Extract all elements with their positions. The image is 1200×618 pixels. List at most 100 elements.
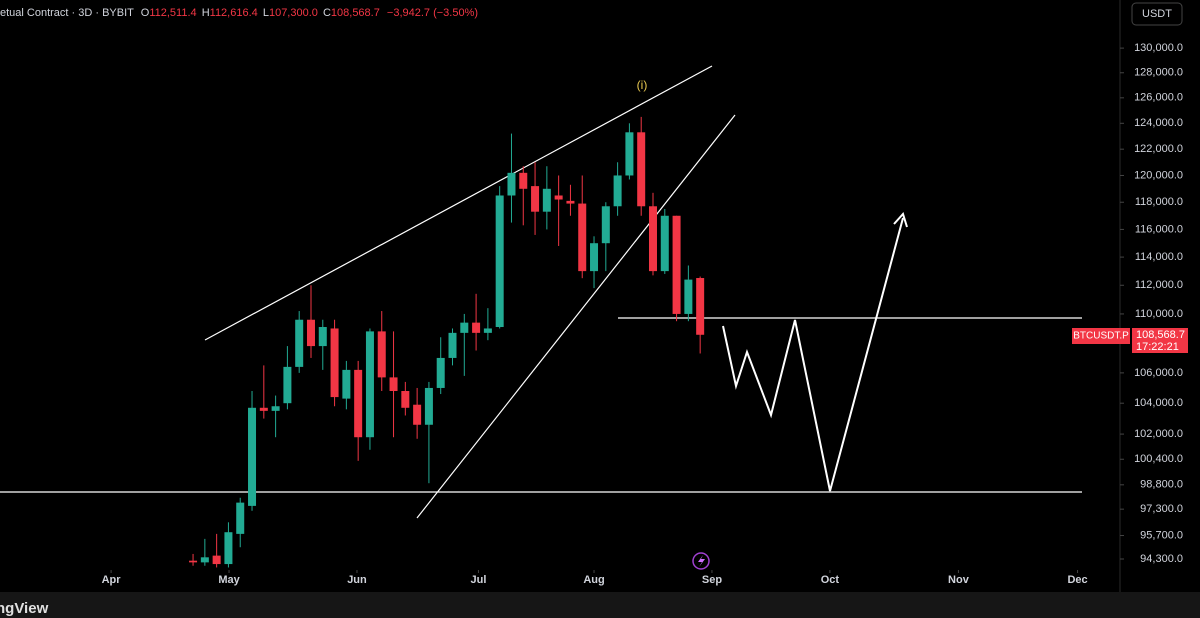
x-tick-label: Sep [702, 574, 722, 586]
symbol: etual Contract · 3D · BYBIT [0, 7, 134, 19]
candle-body [578, 203, 587, 272]
y-tick-label: 114,000.0 [1135, 251, 1183, 263]
candle-body [507, 172, 516, 196]
candle-body [625, 132, 634, 176]
candle-body [200, 557, 209, 563]
candle-body [519, 172, 528, 189]
y-tick-label: 116,000.0 [1135, 223, 1183, 235]
candle-body [377, 331, 386, 378]
candle-body [248, 407, 257, 506]
candle-body [224, 532, 233, 565]
y-tick-label: 120,000.0 [1134, 169, 1183, 181]
currency-label[interactable]: USDT [1142, 8, 1172, 20]
candle-body [330, 328, 339, 398]
candle-body [637, 132, 646, 207]
candle-body [236, 502, 245, 534]
ohlc-value: 108,568.7 [331, 7, 380, 19]
trendline [204, 65, 713, 341]
footer-logo: ngView [0, 600, 49, 617]
y-tick-label: 118,000.0 [1135, 196, 1183, 208]
y-tick-label: 126,000.0 [1134, 92, 1183, 104]
candle-body [413, 404, 422, 425]
ohlc-value: 112,616.4 [210, 7, 258, 19]
price-tag-price: 108,568.7 [1136, 329, 1185, 341]
y-tick-label: 94,300.0 [1140, 553, 1183, 565]
candle-body [365, 331, 374, 438]
candle-body [495, 195, 504, 328]
footer-bar [0, 592, 1200, 618]
candle-body [696, 278, 705, 335]
price-tag-countdown: 17:22:21 [1136, 341, 1179, 353]
candle-body [295, 319, 304, 367]
y-tick-label: 124,000.0 [1134, 117, 1183, 129]
y-tick-label: 100,400.0 [1134, 453, 1183, 465]
y-tick-label: 122,000.0 [1134, 143, 1183, 155]
y-tick-label: 98,800.0 [1140, 479, 1183, 491]
y-tick-label: 95,700.0 [1140, 529, 1183, 541]
candle-body [660, 215, 669, 272]
ohlc-value: 112,511.4 [149, 7, 196, 19]
x-tick-label: Aug [583, 574, 604, 586]
x-tick-label: Dec [1067, 574, 1087, 586]
candle-body [189, 560, 198, 563]
candle-body [472, 322, 481, 333]
x-tick-label: Jul [470, 574, 486, 586]
currency-button[interactable] [1131, 2, 1183, 26]
change: −3,942.7 (−3.50%) [387, 7, 478, 19]
projection [722, 217, 904, 492]
y-tick-label: 102,000.0 [1134, 428, 1183, 440]
candle-body [613, 175, 622, 207]
candle-body [424, 387, 433, 425]
x-tick-label: Apr [102, 574, 122, 586]
candle-body [354, 369, 363, 438]
trendline [416, 114, 736, 519]
x-tick-label: Oct [821, 574, 840, 586]
candle-body [554, 195, 563, 200]
candle-body [306, 319, 315, 347]
y-tick-label: 128,000.0 [1134, 67, 1183, 79]
candle-body [448, 332, 457, 358]
candle-body [460, 322, 469, 333]
x-tick-label: Nov [948, 574, 970, 586]
x-tick-label: Jun [347, 574, 367, 586]
candle-body [542, 188, 551, 212]
candle-body [401, 390, 410, 408]
event-icon-bolt [698, 555, 705, 567]
ohlc-key: H [202, 7, 210, 19]
y-tick-label: 110,000.0 [1135, 308, 1183, 320]
candle-body [483, 328, 492, 333]
header: etual Contract · 3D · BYBIT O112,511.4 H… [0, 7, 478, 19]
price-tag-symbol-bg [1072, 328, 1130, 344]
ohlc-value: 107,300.0 [269, 7, 318, 19]
candle-body [566, 200, 575, 204]
event-icon[interactable] [692, 552, 710, 570]
candle-body [672, 215, 681, 314]
price-tag-symbol: BTCUSDT.P [1073, 331, 1129, 342]
candle-body [531, 186, 540, 212]
x-tick-label: May [218, 574, 240, 586]
candle-body [648, 206, 657, 272]
candle-body [259, 407, 268, 411]
y-tick-label: 106,000.0 [1134, 367, 1183, 379]
y-tick-label: 97,300.0 [1140, 503, 1183, 515]
ohlc-key: O [141, 7, 150, 19]
y-tick-label: 112,000.0 [1135, 279, 1183, 291]
y-tick-label: 104,000.0 [1134, 397, 1183, 409]
candle-body [318, 327, 327, 347]
candle-body [342, 369, 351, 399]
price-tag-bg [1132, 328, 1188, 353]
y-tick-label: 130,000.0 [1134, 42, 1183, 54]
candle-body [389, 377, 398, 391]
arrow-head [893, 212, 908, 228]
candle-body [436, 357, 445, 388]
candle-body [271, 406, 280, 411]
ohlc-key: C [323, 7, 331, 19]
candle-body [212, 555, 221, 565]
ohlc-key: L [263, 7, 269, 19]
wave-label: (i) [637, 78, 648, 92]
candle-body [590, 243, 599, 272]
candle-body [684, 279, 693, 314]
